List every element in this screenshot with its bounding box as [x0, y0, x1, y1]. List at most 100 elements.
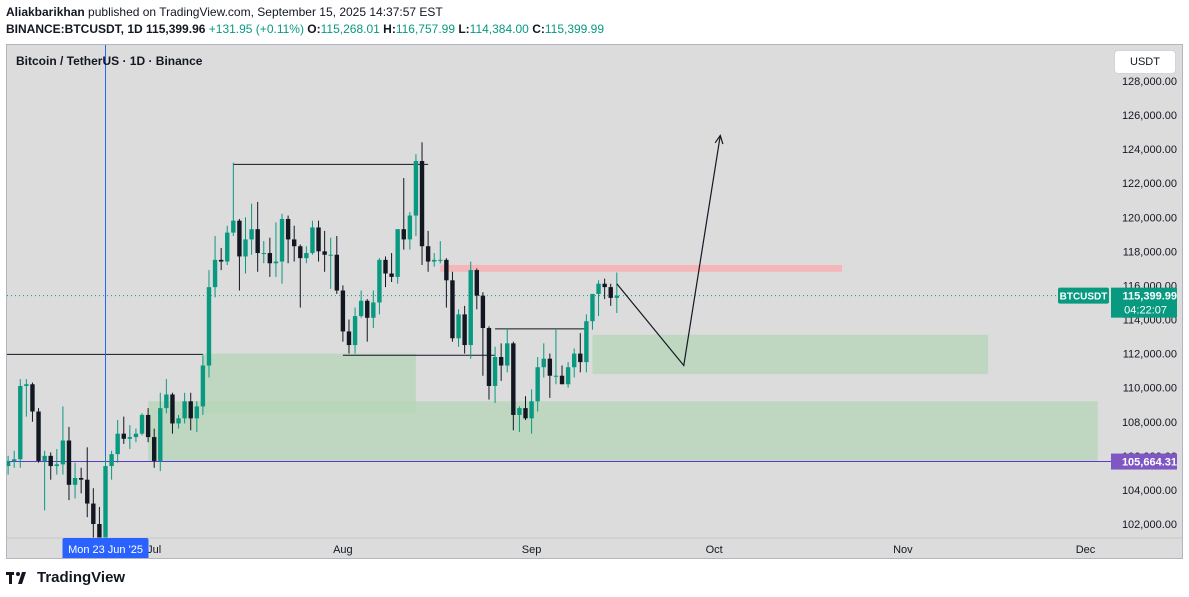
candle-body	[298, 246, 303, 259]
candle-body	[407, 215, 413, 240]
symbol-tag	[1058, 287, 1109, 304]
candle-body	[553, 375, 559, 377]
candle-body	[200, 365, 206, 407]
y-tick-label: 126,000.00	[1122, 110, 1177, 122]
low-value: 114,384.00	[469, 22, 529, 36]
candle-body	[596, 283, 601, 294]
candle-body	[425, 246, 431, 262]
candle-body	[133, 433, 139, 438]
candle-body	[377, 259, 382, 303]
candle-body	[176, 418, 181, 424]
candle-body	[243, 239, 248, 257]
symbol-name: BINANCE:BTCUSDT, 1D	[6, 22, 143, 36]
x-tick-label: Sep	[522, 544, 542, 556]
candle-body	[517, 408, 522, 415]
price-change: +131.95 (+0.11%)	[208, 22, 304, 36]
candle-body	[419, 161, 425, 247]
candle-body	[511, 343, 516, 415]
close-value: 115,399.99	[544, 22, 605, 36]
candle-body	[164, 394, 169, 409]
candle-body	[304, 253, 309, 259]
candle-body	[145, 414, 151, 438]
candle-body	[127, 437, 133, 439]
projection-arrowhead	[714, 134, 724, 145]
y-tick-label: 124,000.00	[1122, 144, 1177, 156]
demand-zone[interactable]	[202, 353, 416, 414]
candle-body	[188, 401, 193, 419]
candle-body	[590, 293, 595, 322]
candle-body	[383, 259, 388, 274]
candle-body	[529, 401, 534, 419]
candle-body	[121, 433, 126, 439]
candle-body	[267, 253, 273, 264]
y-tick-label: 118,000.00	[1123, 246, 1177, 258]
y-tick-label: 122,000.00	[1122, 178, 1177, 190]
candle-body	[255, 229, 260, 254]
candle-body	[492, 356, 498, 386]
tradingview-wordmark: TradingView	[37, 569, 126, 586]
level-price-label: 105,664.31	[1122, 457, 1177, 469]
candle-body	[535, 367, 540, 402]
candle-body	[85, 479, 90, 504]
candle-body	[225, 232, 230, 262]
chart-area[interactable]: 102,000.00104,000.00106,000.00108,000.00…	[6, 44, 1183, 559]
candle-body	[279, 218, 285, 262]
candle-body	[565, 367, 571, 385]
candle-body	[340, 290, 346, 332]
open-value: 115,268.01	[320, 22, 380, 36]
candle-body	[30, 384, 35, 412]
level-price-badge	[1111, 453, 1177, 470]
candle-body	[273, 261, 279, 264]
y-tick-label: 128,000.00	[1122, 76, 1177, 88]
crosshair-date-label: Mon 23 Jun '25	[68, 544, 143, 556]
candle-body	[505, 343, 510, 366]
candle-body	[389, 273, 394, 277]
candle-body	[444, 259, 449, 281]
candle-body	[456, 314, 461, 339]
close-label: C:	[532, 22, 545, 36]
x-tick-label: Dec	[1076, 544, 1096, 556]
low-label: L:	[458, 22, 470, 36]
projection-path[interactable]	[616, 135, 721, 367]
demand-zone[interactable]	[592, 334, 989, 375]
tradingview-logo[interactable]: TradingView	[6, 569, 125, 586]
candle-body	[11, 459, 17, 461]
candle-body	[231, 220, 236, 233]
candle-body	[334, 254, 340, 291]
last-price: 115,399.96	[146, 22, 206, 36]
candle-body	[182, 401, 187, 419]
candle-body	[48, 455, 53, 467]
candle-body	[91, 503, 96, 524]
candle-body	[103, 466, 108, 543]
resistance-band[interactable]	[440, 264, 843, 272]
candle-body	[352, 316, 358, 346]
candle-body	[139, 414, 145, 434]
chart-title: Bitcoin / TetherUS · 1D · Binance	[16, 54, 203, 68]
candle-body	[450, 280, 455, 339]
candle-body	[24, 384, 29, 386]
y-tick-label: 120,000.00	[1122, 212, 1177, 224]
price-chart[interactable]: 102,000.00104,000.00106,000.00108,000.00…	[7, 45, 1183, 559]
candle-body	[346, 331, 352, 346]
candle-body	[109, 454, 114, 467]
candle-body	[431, 259, 437, 262]
author-name[interactable]: Aliakbarikhan	[6, 5, 85, 19]
candle-body	[608, 287, 613, 298]
open-label: O:	[307, 22, 321, 36]
candle-body	[322, 251, 327, 255]
currency-selector[interactable]: USDT	[1114, 50, 1176, 74]
candle-body	[7, 460, 11, 467]
x-tick-label: Oct	[706, 544, 723, 556]
candle-body	[474, 270, 480, 296]
candle-body	[328, 254, 333, 256]
candle-body	[571, 353, 577, 368]
symbol-tag-label: BTCUSDT	[1060, 292, 1108, 303]
candle-body	[462, 314, 467, 346]
last-price-label: 115,399.99	[1123, 291, 1177, 303]
candle-body	[78, 477, 84, 480]
candle-body	[66, 440, 72, 485]
candle-body	[614, 295, 620, 298]
candle-body	[18, 385, 23, 460]
y-tick-label: 104,000.00	[1122, 485, 1177, 497]
candle-body	[486, 328, 492, 386]
